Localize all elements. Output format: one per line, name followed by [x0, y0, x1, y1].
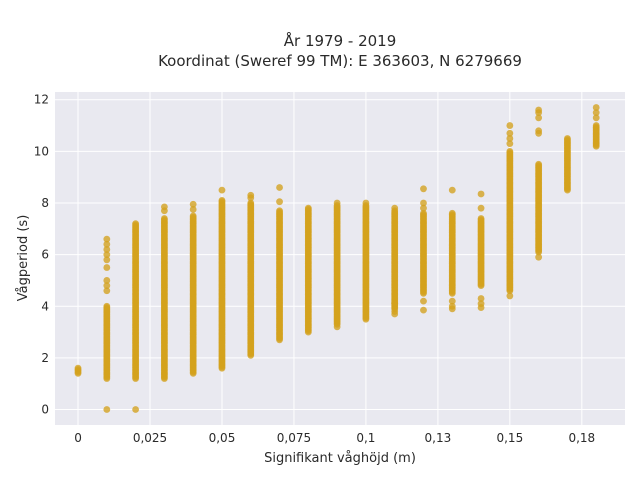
data-point [477, 295, 485, 302]
data-point [103, 264, 111, 271]
y-tick-labels: 0 2 4 6 8 10 12 [34, 93, 49, 417]
data-point [103, 302, 111, 310]
data-point [189, 212, 197, 220]
x-axis-title: Signifikant våghöjd (m) [264, 451, 416, 466]
data-point [304, 204, 312, 212]
data-point [506, 135, 514, 142]
data-point [391, 308, 399, 315]
x-tick-labels: 0 0,025 0,05 0,075 0,1 0,13 0,15 0,18 [74, 431, 595, 445]
data-point [132, 220, 140, 228]
data-point [333, 199, 341, 207]
data-point [477, 190, 485, 198]
y-tick-label: 2 [41, 351, 49, 365]
data-point [160, 215, 168, 222]
x-tick-label: 0,18 [568, 431, 595, 445]
x-tick-label: 0 [74, 431, 82, 445]
data-point [535, 160, 543, 168]
x-tick-label: 0,075 [277, 431, 311, 445]
data-point [132, 406, 140, 413]
data-point [103, 287, 111, 295]
data-point [420, 209, 427, 217]
x-tick-label: 0,13 [425, 431, 452, 445]
y-tick-label: 10 [34, 144, 49, 158]
data-point [535, 114, 543, 122]
data-point [189, 200, 197, 208]
data-point [218, 186, 226, 194]
data-point [103, 406, 111, 413]
data-point [535, 253, 543, 261]
data-point [218, 197, 226, 204]
data-point [506, 122, 514, 129]
data-point [103, 240, 111, 248]
data-point [535, 127, 543, 135]
y-tick-label: 6 [41, 248, 49, 262]
data-point [160, 203, 168, 211]
data-point [362, 199, 370, 207]
data-point [448, 297, 456, 305]
data-point [189, 206, 197, 213]
data-point [506, 129, 514, 137]
data-point [564, 135, 571, 142]
data-point [247, 191, 255, 199]
data-point [391, 300, 399, 308]
data-point [477, 300, 485, 308]
data-point [506, 147, 514, 155]
x-tick-label: 0,05 [209, 431, 236, 445]
data-point [420, 297, 427, 305]
data-point [592, 104, 600, 111]
data-point [103, 246, 111, 253]
data-point [448, 302, 456, 310]
chart-title-line-2: Koordinat (Sweref 99 TM): E 363603, N 62… [158, 52, 522, 70]
data-point [448, 209, 456, 217]
data-point [333, 323, 341, 331]
data-point [506, 292, 514, 300]
data-point [103, 277, 111, 284]
data-point [103, 235, 111, 243]
y-tick-label: 8 [41, 196, 49, 210]
data-point [74, 364, 82, 372]
data-points [74, 104, 600, 413]
data-point [103, 251, 111, 259]
y-tick-label: 0 [41, 403, 49, 417]
data-point [592, 109, 600, 117]
data-point [420, 204, 427, 212]
data-point [247, 199, 255, 207]
data-point [276, 184, 283, 191]
data-point [592, 122, 600, 129]
chart-title-line-1: År 1979 - 2019 [284, 31, 397, 50]
data-point [506, 140, 514, 148]
data-point [477, 215, 485, 222]
x-tick-label: 0,1 [356, 431, 375, 445]
data-point [103, 256, 111, 264]
data-point [391, 204, 399, 212]
data-point [420, 185, 427, 193]
data-point [448, 186, 456, 194]
data-point [420, 306, 427, 314]
data-point [276, 207, 283, 215]
x-tick-label: 0,15 [496, 431, 523, 445]
data-point [420, 199, 427, 207]
data-point [535, 106, 543, 114]
data-point [477, 204, 485, 212]
y-axis-title: Vågperiod (s) [16, 215, 31, 302]
y-tick-label: 12 [34, 93, 49, 107]
data-point [592, 114, 600, 122]
data-point [103, 282, 111, 290]
y-tick-label: 4 [41, 299, 49, 313]
x-tick-label: 0,025 [133, 431, 167, 445]
data-point [276, 198, 283, 206]
